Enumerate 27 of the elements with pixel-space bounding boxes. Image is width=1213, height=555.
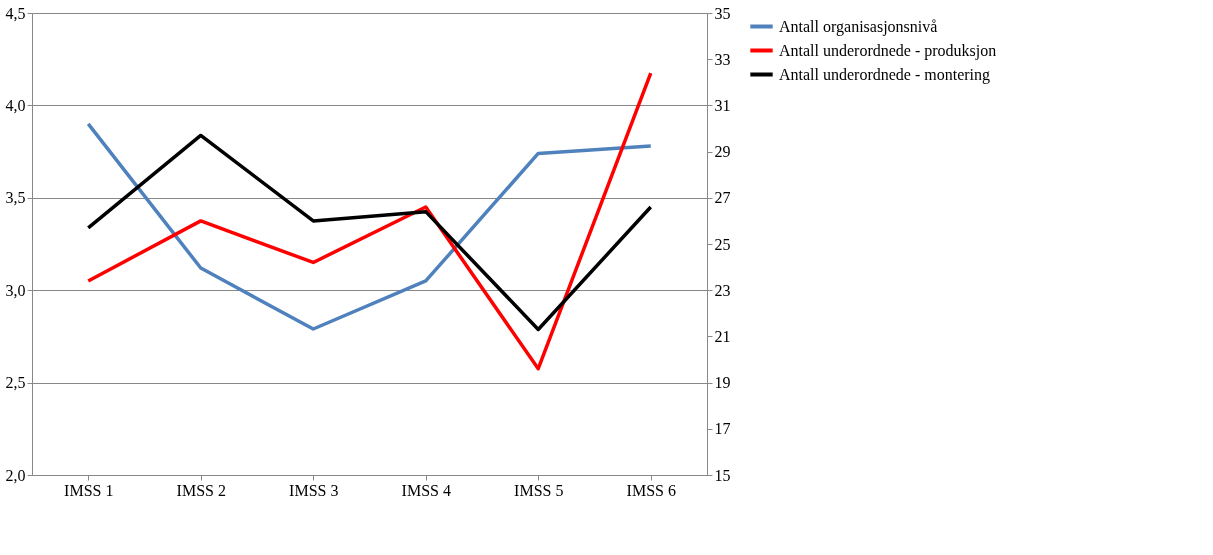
- y2-tick-label: 29: [714, 143, 731, 161]
- x-tick-label: IMSS 3: [289, 481, 339, 499]
- y2-tick-label: 17: [714, 420, 731, 438]
- y2-tick-label: 15: [714, 466, 731, 484]
- x-tick-label: IMSS 4: [401, 481, 451, 499]
- x-tick-label: IMSS 1: [64, 481, 114, 499]
- y2-tick-label: 21: [714, 327, 731, 345]
- x-tick-label: IMSS 5: [514, 481, 564, 499]
- legend-label: Antall organisasjonsnivå: [779, 17, 938, 36]
- y-tick-label: 3,5: [5, 189, 26, 207]
- x-tick-label: IMSS 2: [176, 481, 226, 499]
- x-tick-label: IMSS 6: [626, 481, 676, 499]
- y2-tick-label: 33: [714, 50, 731, 68]
- legend-label: Antall underordnede - produksjon: [779, 41, 997, 60]
- y-tick-label: 4,5: [5, 4, 26, 22]
- y-tick-label: 3,0: [5, 281, 26, 299]
- y2-tick-label: 25: [714, 235, 731, 253]
- y-tick-label: 2,5: [5, 374, 26, 392]
- y2-tick-label: 19: [714, 374, 731, 392]
- y2-tick-label: 31: [714, 96, 731, 114]
- y-tick-label: 2,0: [5, 466, 26, 484]
- legend-label: Antall underordnede - montering: [779, 65, 991, 84]
- line-series: [86, 71, 653, 371]
- y2-tick-label: 35: [714, 4, 731, 22]
- y-tick-label: 4,0: [5, 96, 26, 114]
- y2-tick-label: 27: [714, 189, 731, 207]
- y2-tick-label: 23: [714, 281, 731, 299]
